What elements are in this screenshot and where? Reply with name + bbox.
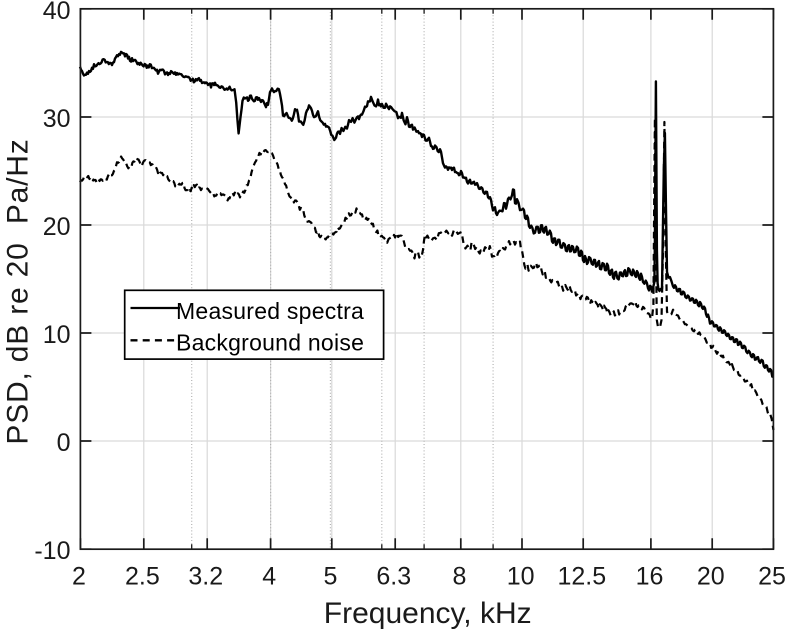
svg-text:Frequency, kHz: Frequency, kHz: [324, 597, 532, 630]
svg-text:8: 8: [452, 563, 466, 591]
svg-text:0: 0: [57, 429, 71, 457]
svg-text:-10: -10: [34, 537, 70, 565]
svg-text:PSD, dB re 20 Pa/Hz: PSD, dB re 20 Pa/Hz: [2, 138, 35, 444]
svg-text:10: 10: [507, 563, 535, 591]
svg-text:30: 30: [43, 105, 71, 133]
svg-text:12.5: 12.5: [557, 563, 606, 591]
svg-text:40: 40: [43, 0, 71, 25]
svg-text:16: 16: [636, 563, 664, 591]
svg-text:10: 10: [43, 321, 71, 349]
svg-text:20: 20: [697, 563, 725, 591]
svg-text:Background noise: Background noise: [176, 330, 364, 356]
svg-text:25: 25: [758, 563, 786, 591]
svg-text:2.5: 2.5: [125, 563, 160, 591]
svg-text:6.3: 6.3: [376, 563, 411, 591]
svg-text:20: 20: [43, 213, 71, 241]
svg-text:2: 2: [72, 563, 86, 591]
svg-text:3.2: 3.2: [188, 563, 223, 591]
svg-text:Measured spectra: Measured spectra: [176, 298, 364, 324]
svg-text:5: 5: [323, 563, 337, 591]
svg-text:4: 4: [262, 563, 276, 591]
